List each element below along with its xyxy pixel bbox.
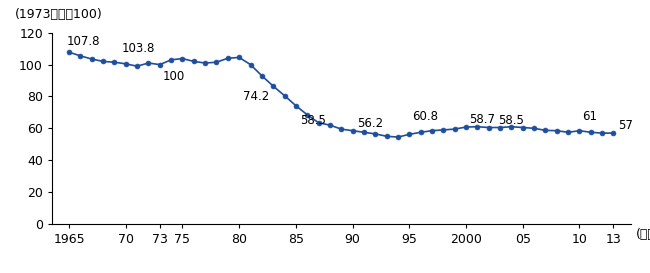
Text: 103.8: 103.8	[122, 41, 155, 55]
Text: (1973年度＝100): (1973年度＝100)	[14, 8, 102, 21]
Text: 58.5: 58.5	[300, 114, 326, 127]
Text: 61: 61	[582, 110, 597, 123]
Text: 58.7: 58.7	[469, 114, 495, 126]
Text: 57: 57	[618, 119, 632, 132]
Text: 107.8: 107.8	[66, 35, 99, 48]
Text: 56.2: 56.2	[357, 117, 383, 130]
Text: 100: 100	[162, 70, 185, 83]
Text: 60.8: 60.8	[412, 110, 438, 123]
Text: (年度): (年度)	[636, 228, 650, 241]
Text: 58.5: 58.5	[498, 114, 524, 127]
Text: 74.2: 74.2	[243, 90, 270, 103]
